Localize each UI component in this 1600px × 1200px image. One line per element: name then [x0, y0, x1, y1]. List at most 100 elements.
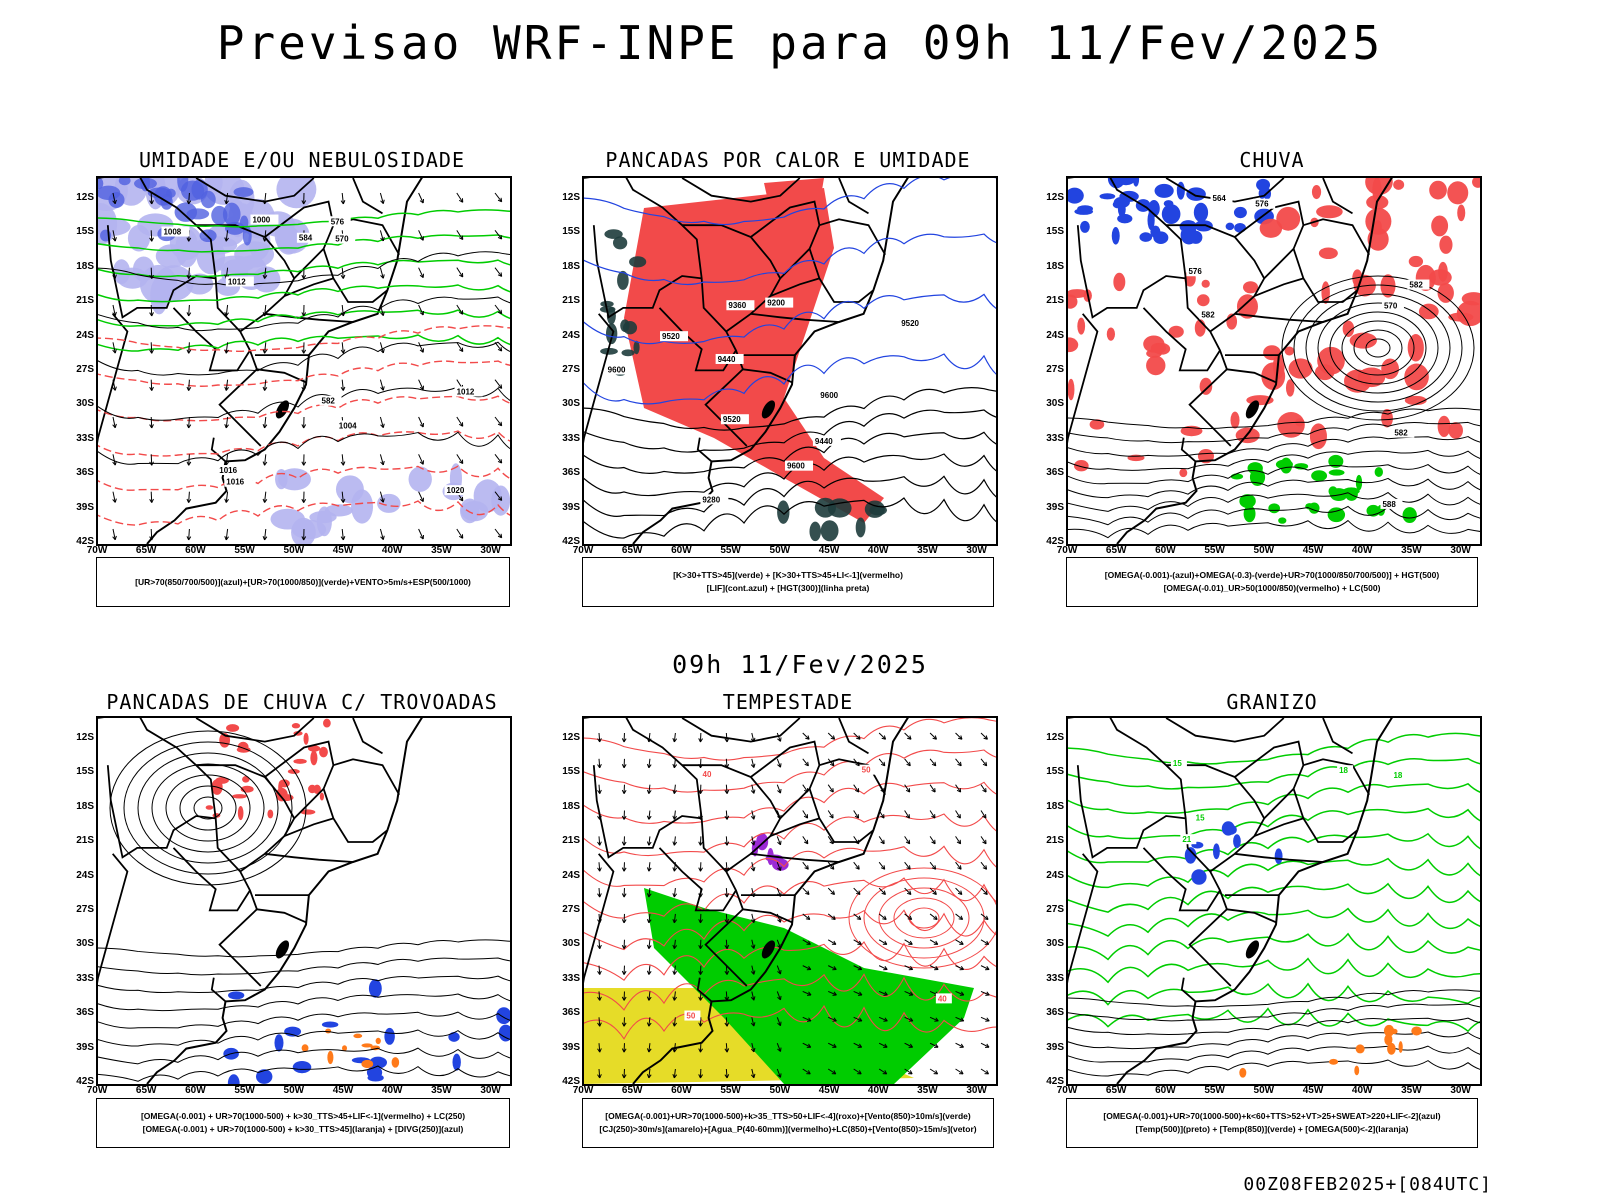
lat-label: 30S [562, 398, 580, 410]
lon-label: 45W [818, 1085, 840, 1096]
lon-label: 50W [283, 1085, 305, 1096]
lon-label: 55W [720, 545, 741, 556]
contour-label: 1016 [219, 466, 237, 475]
lat-label: 30S [562, 938, 580, 950]
lon-label: 45W [818, 545, 840, 556]
map-p4 [96, 716, 512, 1086]
contour-label: 582 [1201, 310, 1215, 319]
lat-label: 15S [562, 766, 580, 778]
lon-label: 40W [1351, 545, 1373, 556]
legend-line: [OMEGA(-0.01)_UR>50(1000/850)(vermelho) … [1163, 583, 1381, 593]
lat-label: 39S [1046, 1041, 1064, 1053]
lon-label: 40W [1351, 1085, 1373, 1096]
lat-label: 42S [562, 1076, 580, 1087]
lon-label: 70W [1056, 545, 1078, 556]
lon-label: 50W [1253, 1085, 1275, 1096]
lat-label: 15S [76, 226, 94, 238]
contour-label: 576 [1255, 200, 1269, 209]
lat-label: 18S [1046, 260, 1064, 272]
panel-title-p4: PANCADAS DE CHUVA C/ TROVOADAS [106, 690, 498, 714]
contour-label: 18 [1339, 766, 1348, 775]
lon-label: 55W [234, 1085, 255, 1096]
lon-label: 30W [1450, 1085, 1471, 1096]
contour-label: 40 [703, 770, 712, 779]
run-stamp: 00Z08FEB2025+[084UTC] [1243, 1174, 1492, 1195]
lat-label: 15S [562, 226, 580, 238]
lon-label: 45W [332, 1085, 354, 1096]
contour-label: 1008 [163, 228, 181, 237]
lon-label: 65W [135, 545, 157, 556]
lat-label: 39S [76, 501, 94, 513]
main-title: Previsao WRF-INPE para 09h 11/Fev/2025 [216, 16, 1384, 70]
legend-line: [OMEGA(-0.001)+UR>70(1000-500)+k>35_TTS>… [605, 1111, 971, 1121]
lat-label: 27S [76, 904, 94, 915]
lat-label: 18S [562, 260, 580, 272]
lat-label: 27S [1046, 364, 1064, 375]
lon-label: 65W [1105, 545, 1127, 556]
legend-line: [LIF](cont.azul) + [HGT(300)](linha pret… [706, 583, 870, 593]
contour-label: 576 [1188, 267, 1202, 276]
contour-label: 9600 [820, 391, 838, 400]
lon-label: 35W [917, 1085, 938, 1096]
lat-label: 36S [562, 467, 580, 479]
contour-label: 9600 [608, 366, 626, 375]
lat-label: 12S [76, 192, 94, 203]
lat-label: 30S [1046, 938, 1064, 950]
panel-title-p2: PANCADAS POR CALOR E UMIDADE [605, 148, 971, 172]
lat-label: 12S [562, 192, 580, 203]
lon-label: 50W [283, 545, 305, 556]
lat-label: 33S [1046, 972, 1064, 984]
contour-label: 9520 [723, 415, 741, 424]
lat-label: 15S [76, 766, 94, 778]
lat-label: 18S [562, 800, 580, 812]
lon-label: 65W [1105, 1085, 1127, 1096]
lat-label: 36S [76, 467, 94, 479]
lon-label: 45W [1302, 1085, 1324, 1096]
contour-label: 9440 [815, 437, 833, 446]
contour-label: 9200 [767, 299, 785, 308]
lon-label: 60W [1155, 545, 1176, 556]
lat-label: 33S [1046, 432, 1064, 444]
lon-label: 35W [431, 1085, 452, 1096]
lon-label: 40W [867, 545, 889, 556]
lat-label: 24S [562, 329, 580, 341]
contour-label: 1012 [228, 277, 246, 286]
lat-label: 30S [76, 938, 94, 950]
lon-label: 50W [1253, 545, 1275, 556]
legend-p5: [OMEGA(-0.001)+UR>70(1000-500)+k>35_TTS>… [582, 1098, 994, 1148]
contour-label: 588 [1382, 500, 1396, 509]
lon-label: 30W [1450, 545, 1471, 556]
contour-label: 9520 [901, 319, 919, 328]
lat-label: 12S [1046, 192, 1064, 203]
lat-label: 27S [76, 364, 94, 375]
map-p1: 1012 1012 1008 1016 1016 1020 1004 1000 570 576 58… [96, 176, 512, 546]
lat-label: 39S [562, 1041, 580, 1053]
lat-label: 33S [562, 432, 580, 444]
lat-label: 18S [1046, 800, 1064, 812]
lat-label: 15S [1046, 766, 1064, 778]
lon-label: 70W [86, 1085, 108, 1096]
legend-line: [OMEGA(-0.001) + UR>70(1000-500) + k>30_… [140, 1111, 466, 1121]
lon-label: 30W [480, 545, 501, 556]
lat-label: 33S [562, 972, 580, 984]
lon-label: 60W [185, 1085, 206, 1096]
lon-label: 70W [86, 545, 108, 556]
lon-label: 65W [621, 545, 643, 556]
lat-label: 12S [562, 732, 580, 743]
contour-label: 18 [1393, 771, 1402, 780]
contour-label: 570 [1384, 302, 1398, 311]
contour-label: 15 [1196, 814, 1205, 823]
lat-label: 21S [562, 835, 580, 847]
lon-label: 55W [1204, 1085, 1225, 1096]
lat-label: 42S [562, 536, 580, 547]
lon-label: 50W [769, 545, 791, 556]
lon-label: 50W [769, 1085, 791, 1096]
contour-label: 9280 [702, 495, 720, 504]
lat-label: 36S [1046, 467, 1064, 479]
lat-label: 15S [1046, 226, 1064, 238]
lon-label: 70W [572, 545, 594, 556]
lon-label: 30W [966, 1085, 987, 1096]
contour-label: 1016 [226, 478, 244, 487]
contour-label: 582 [1394, 429, 1408, 438]
contour-label: 582 [322, 397, 336, 406]
